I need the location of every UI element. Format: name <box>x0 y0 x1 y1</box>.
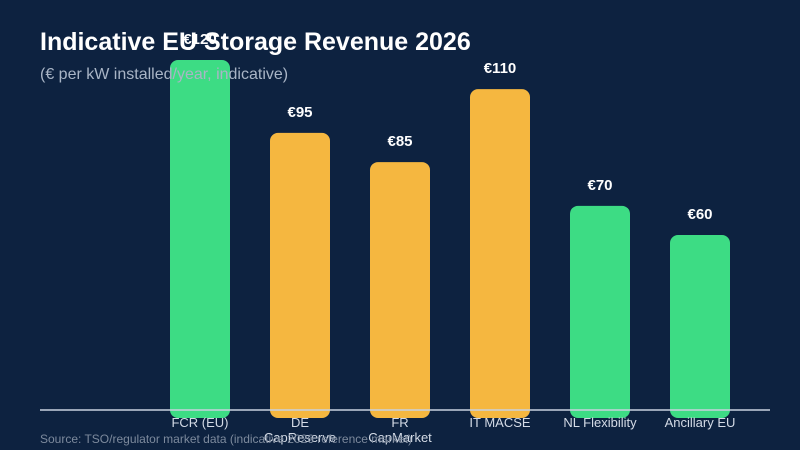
value-label-3: €110 <box>484 60 517 77</box>
bar-5 <box>670 235 730 418</box>
bar-0 <box>170 60 230 418</box>
value-label-4: €70 <box>587 177 612 194</box>
bar-1 <box>270 132 330 418</box>
bar-3 <box>470 89 530 419</box>
x-tick-label-0: FCR (EU) <box>171 415 228 430</box>
source-note: Source: TSO/regulator market data (indic… <box>40 432 412 446</box>
value-label-1: €95 <box>287 104 312 121</box>
x-tick-labels-group: FCR (EU) DE CapReserve FR CapMarket IT MACSE N… <box>171 415 735 445</box>
value-label-0: €120 <box>183 31 216 48</box>
value-label-5: €60 <box>687 206 712 223</box>
value-labels-group: €120 €95 €85 €110 €70 €60 <box>183 31 712 223</box>
bar-2 <box>370 162 430 418</box>
bars-group <box>170 60 730 419</box>
chart-subtitle: (€ per kW installed/year, indicative) <box>40 66 289 83</box>
bar-4 <box>570 205 630 418</box>
chart-title: Indicative EU Storage Revenue 2026 <box>40 28 471 56</box>
x-tick-label-5: Ancillary EU <box>665 415 736 430</box>
value-label-2: €85 <box>387 133 412 150</box>
x-tick-label-4: NL Flexibility <box>563 415 637 430</box>
x-tick-label-2: FR CapMarket <box>368 415 432 445</box>
x-tick-label-1: DE CapReserve <box>264 415 336 445</box>
x-tick-label-3: IT MACSE <box>469 415 530 430</box>
